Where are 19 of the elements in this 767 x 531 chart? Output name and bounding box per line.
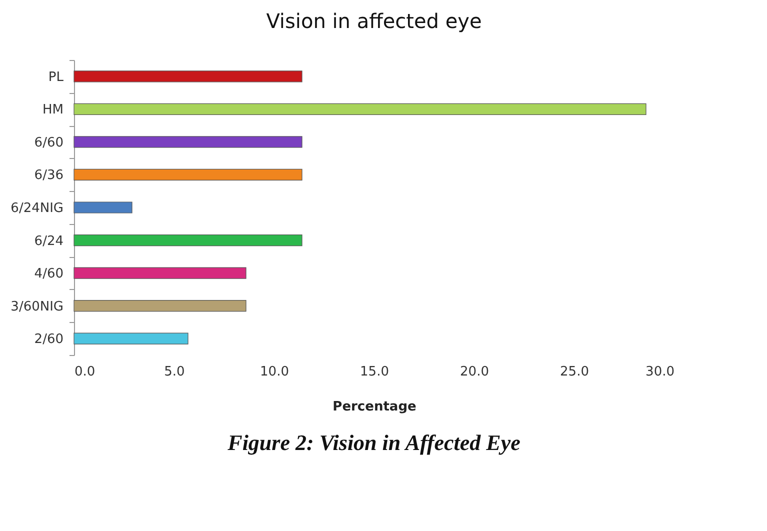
x-tick-label: 25.0 <box>560 364 589 380</box>
y-tick-label: 2/60 <box>34 332 64 348</box>
y-tick-label: 6/60 <box>34 135 64 150</box>
y-tick-label: 6/24NIG <box>10 201 64 216</box>
x-tick-label: 5.0 <box>164 364 185 380</box>
y-tick-label: PL <box>48 70 64 85</box>
y-tick-label: HM <box>42 102 64 118</box>
x-axis-title: Percentage <box>332 400 416 414</box>
x-tick-label: 30.0 <box>646 364 674 380</box>
x-tick-label: 10.0 <box>260 364 289 380</box>
y-tick-label: 6/24 <box>34 234 64 249</box>
y-tick-label: 3/60NIG <box>10 299 64 314</box>
y-tick-label: 4/60 <box>34 266 64 282</box>
chart-title: Vision in affected eye <box>266 9 482 33</box>
x-tick-label: 0.0 <box>74 364 96 380</box>
y-tick-label: 6/36 <box>34 168 64 184</box>
x-tick-label: 15.0 <box>360 364 389 380</box>
caption: Figure 2: Vision in Affected Eye <box>226 430 521 455</box>
x-tick-label: 20.0 <box>460 364 489 380</box>
